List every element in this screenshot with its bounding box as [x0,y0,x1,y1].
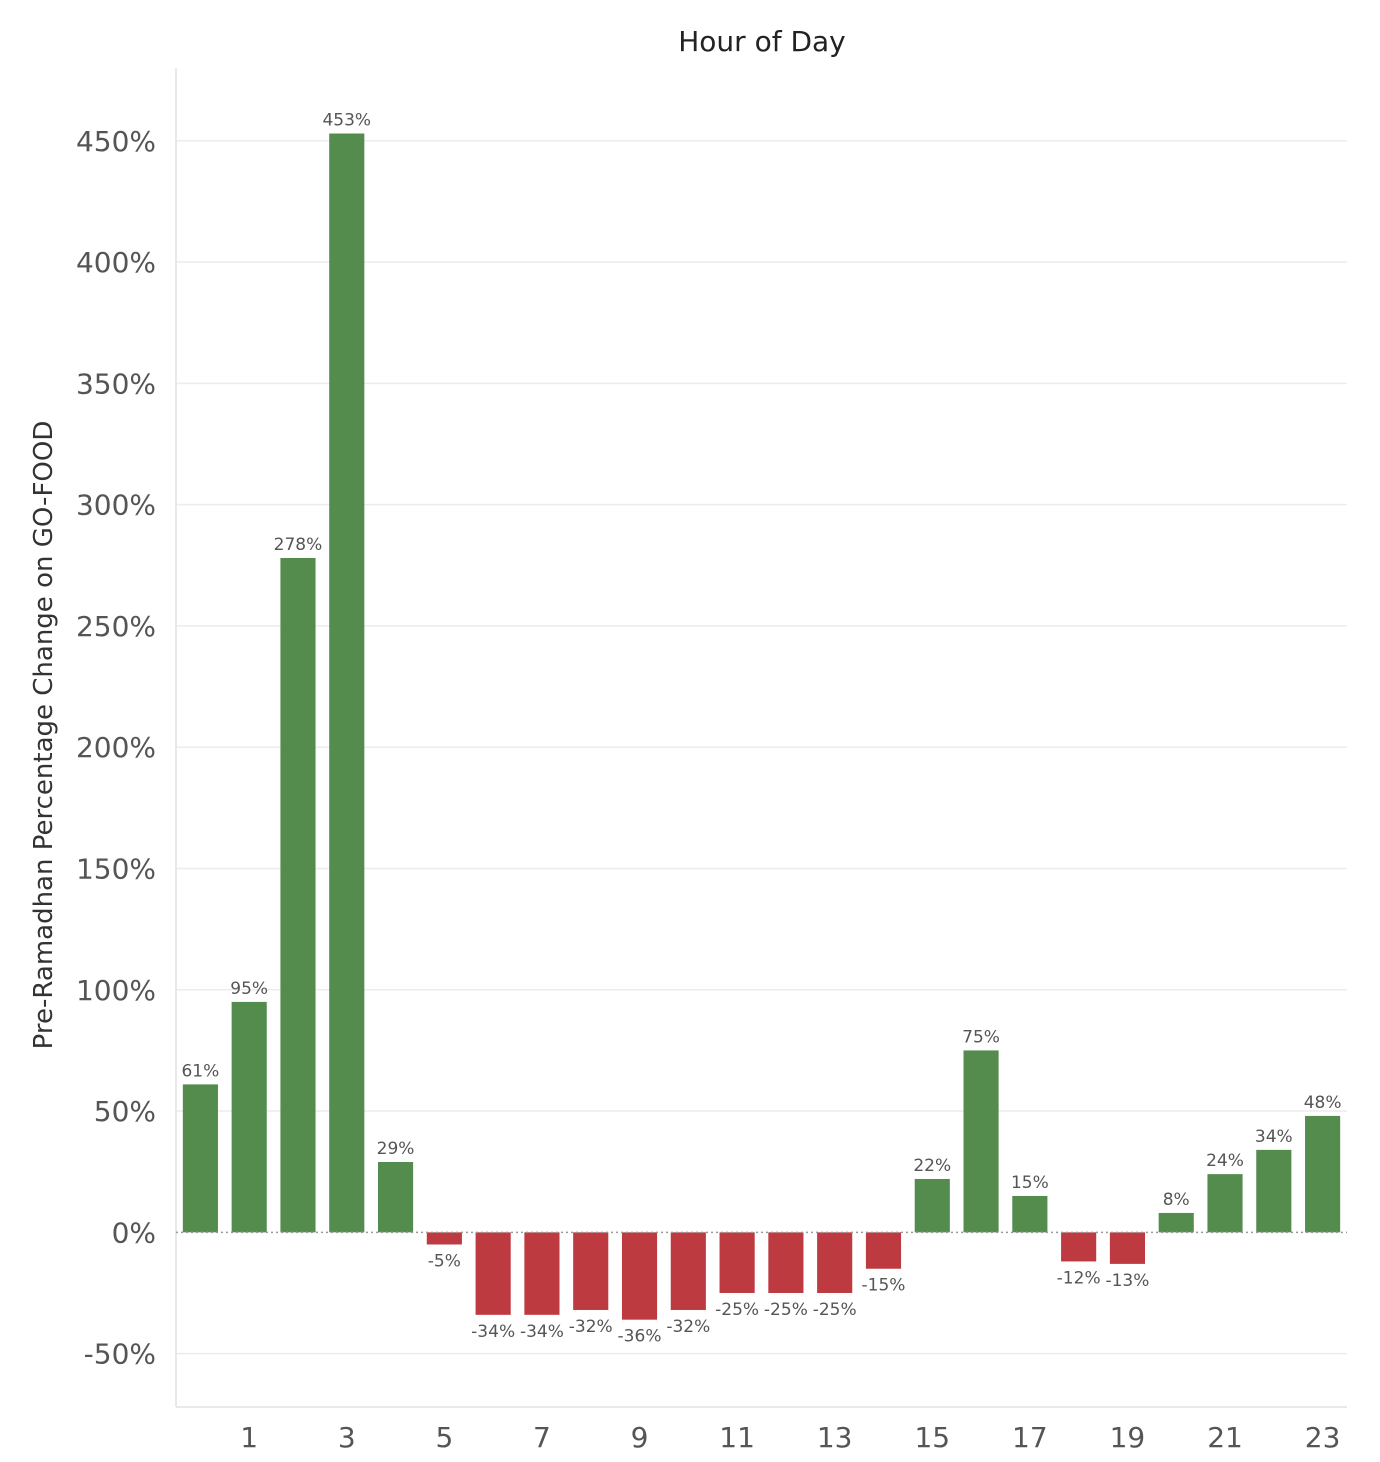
data-label: -32% [569,1317,613,1337]
y-axis-label: Pre-Ramadhan Percentage Change on GO-FOO… [29,421,59,1050]
y-tick-label: 250% [76,610,156,643]
bar [280,557,316,1233]
bar [865,1232,902,1269]
bars [182,133,1341,1320]
x-tick-label: 21 [1207,1421,1243,1454]
bar [475,1232,511,1315]
y-tick-labels: -50% 0% 50% 100% 150% 200% 250% 300% 350% 400% 450… [76,125,156,1371]
y-tick-label: 450% [76,125,156,158]
data-label: 48% [1304,1093,1342,1113]
y-tick-label: -50% [84,1338,156,1371]
bar [719,1232,755,1293]
bar [914,1178,950,1233]
bar [329,133,365,1233]
y-tick-label: 0% [112,1216,156,1249]
bar [1207,1174,1243,1233]
data-label: -34% [520,1322,564,1342]
x-tick-label: 3 [338,1421,356,1454]
x-tick-label: 13 [817,1421,853,1454]
data-label: 75% [962,1027,1000,1047]
data-label: 22% [913,1156,951,1176]
data-label: 61% [181,1061,219,1081]
x-tick-label: 9 [631,1421,649,1454]
x-tick-label: 17 [1012,1421,1048,1454]
y-tick-label: 50% [94,1095,156,1128]
bar [1012,1195,1048,1233]
data-label: 95% [230,979,268,999]
data-label: -25% [764,1300,808,1320]
data-label: -15% [862,1276,906,1296]
data-label: 453% [322,110,371,130]
data-label: -5% [428,1251,461,1271]
bar [426,1232,462,1245]
bar [1109,1232,1146,1264]
data-label: -32% [666,1317,710,1337]
x-tick-label: 15 [914,1421,950,1454]
bar [1158,1212,1194,1233]
data-label: 15% [1011,1173,1049,1193]
data-label: -34% [471,1322,515,1342]
data-label: -25% [715,1300,759,1320]
bar [377,1162,414,1233]
x-tick-label: 5 [435,1421,453,1454]
bar [621,1232,658,1320]
y-tick-label: 100% [76,974,156,1007]
y-tick-label: 400% [76,246,156,279]
gridlines [176,140,1347,1355]
data-label: -12% [1057,1268,1101,1288]
data-label: -25% [813,1300,857,1320]
x-tick-label: 11 [719,1421,755,1454]
y-tick-label: 150% [76,852,156,885]
data-label: 278% [274,535,323,555]
bar [1061,1232,1097,1262]
x-tick-label: 19 [1110,1421,1146,1454]
bar [963,1050,999,1233]
data-label: 29% [377,1139,415,1159]
x-tick-label: 7 [533,1421,551,1454]
bar [573,1232,609,1310]
bar [182,1084,218,1233]
chart-title: Hour of Day [678,25,846,58]
bar [768,1232,804,1293]
y-tick-label: 350% [76,367,156,400]
data-labels: 61%95%278%453%29%-5%-34% -34% -32% -36% -32%… [181,110,1341,1346]
y-tick-label: 200% [76,731,156,764]
x-tick-labels: 1 3 5 7 9 11 13 15 17 19 21 23 [240,1421,1340,1454]
bar [231,1001,267,1233]
bar [524,1232,560,1315]
data-label: 24% [1206,1151,1244,1171]
data-label: -36% [618,1327,662,1347]
data-label: 8% [1163,1190,1190,1210]
y-tick-label: 300% [76,489,156,522]
axes [175,68,1347,1408]
bar [1256,1149,1292,1233]
bar [670,1232,706,1310]
bar [1305,1115,1341,1233]
data-label: 34% [1255,1127,1293,1147]
x-tick-label: 23 [1305,1421,1341,1454]
x-tick-label: 1 [240,1421,258,1454]
bar [817,1232,853,1293]
data-label: -13% [1105,1271,1149,1291]
